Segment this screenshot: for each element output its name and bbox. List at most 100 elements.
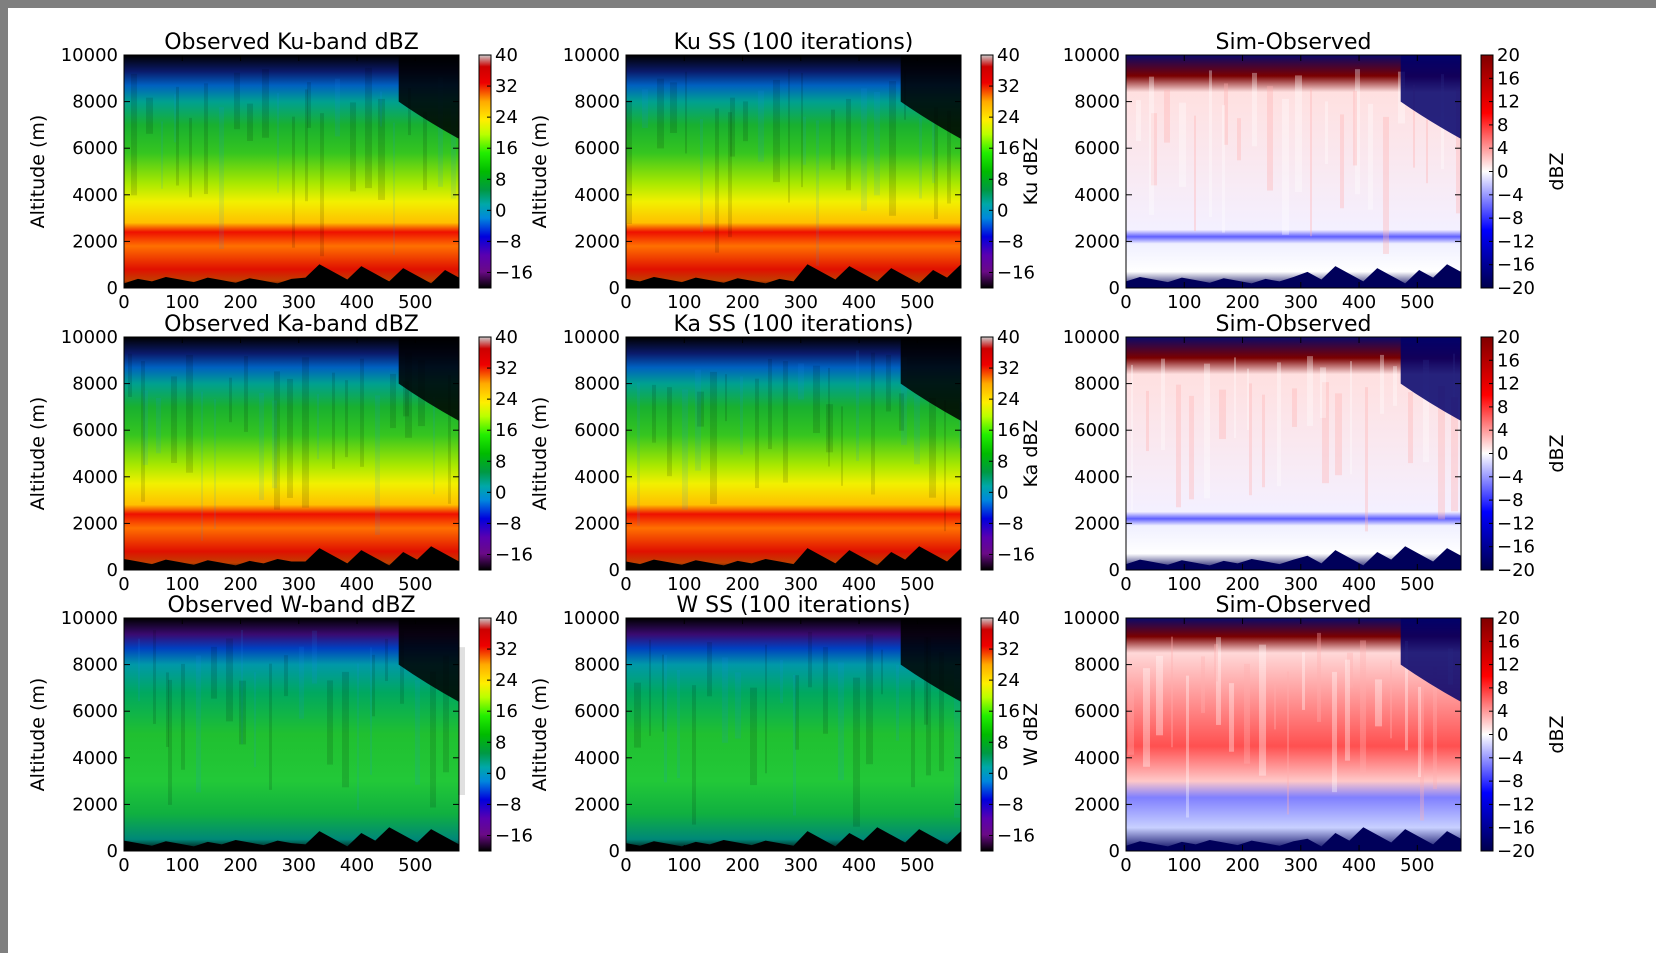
x-tick-label: 300 <box>282 292 316 313</box>
field-streak <box>1161 358 1165 451</box>
field-streak <box>307 82 311 128</box>
colorbar-tick-label: 20 <box>1497 45 1520 66</box>
x-tick-label: 100 <box>667 292 701 313</box>
field-streak <box>1451 397 1458 512</box>
y-tick-label: 6000 <box>574 701 620 722</box>
field-streak <box>929 397 936 498</box>
colorbar-tick-label: −16 <box>997 544 1035 565</box>
field-streak <box>715 108 719 253</box>
field-streak <box>430 671 436 808</box>
field-streak <box>692 685 696 825</box>
field-streak <box>1456 87 1460 214</box>
field-streak <box>1360 640 1366 773</box>
y-tick-label: 0 <box>1109 278 1120 299</box>
colorbar <box>980 54 994 289</box>
field-streak <box>168 679 172 805</box>
colorbar-tick-label: 12 <box>1497 92 1520 113</box>
field-streak <box>828 367 830 467</box>
field-streak <box>390 373 396 429</box>
field-streak <box>710 371 717 505</box>
clear-air-region <box>900 337 961 421</box>
colorbar-tick-label: 20 <box>1497 327 1520 348</box>
y-tick-label: 10000 <box>563 608 620 629</box>
x-tick-label: 0 <box>620 574 631 595</box>
field-streak <box>448 375 451 504</box>
field-streak <box>131 73 137 196</box>
field-streak <box>438 77 443 187</box>
field-streak <box>335 78 340 137</box>
panel-2: Ku SS (100 iterations)0 100 200 300 400 50002… <box>529 30 1042 313</box>
colorbar <box>478 617 492 852</box>
colorbar-tick-label: 20 <box>1497 608 1520 629</box>
colorbar-tick-label: −8 <box>1497 208 1524 229</box>
field-streak <box>378 98 385 200</box>
colorbar-tick-label: 12 <box>1497 374 1520 395</box>
y-tick-label: 0 <box>107 841 118 862</box>
field-streak <box>780 659 783 704</box>
colorbar-tick-label: −12 <box>1497 513 1535 534</box>
field-streak <box>458 647 465 795</box>
x-tick-label: 200 <box>725 292 759 313</box>
x-tick-label: 400 <box>1342 292 1376 313</box>
colorbar-tick-label: 16 <box>997 138 1020 159</box>
panel-title: Sim-Observed <box>1216 593 1372 618</box>
field-streak <box>826 404 833 453</box>
field-streak <box>642 89 648 128</box>
y-axis-label: Altitude (m) <box>529 115 551 229</box>
field-streak <box>700 119 703 233</box>
field-streak <box>841 406 843 486</box>
surface-clutter <box>1126 546 1461 570</box>
field-streak <box>1171 636 1173 748</box>
field-streak <box>765 644 767 774</box>
clear-air-region <box>1400 337 1461 421</box>
field-streak <box>677 669 680 779</box>
plot-frame <box>1125 54 1462 289</box>
field-streak <box>725 374 727 422</box>
y-tick-label: 6000 <box>1074 420 1120 441</box>
field-streak <box>707 642 712 697</box>
y-tick-label: 2000 <box>574 231 620 252</box>
x-tick-label: 0 <box>118 855 129 876</box>
colorbar-tick-label: −20 <box>1497 278 1535 299</box>
field-streak <box>1433 667 1437 790</box>
field-streak <box>750 687 757 786</box>
colorbar-tick-label: 8 <box>495 451 506 472</box>
y-tick-label: 4000 <box>1074 467 1120 488</box>
colorbar-tick-label: 40 <box>997 45 1020 66</box>
colorbar <box>478 54 492 289</box>
panel-title: Ka SS (100 iterations) <box>674 312 914 337</box>
field-streak <box>866 634 873 765</box>
y-tick-label: 8000 <box>72 655 118 676</box>
colorbar-tick-label: −20 <box>1497 841 1535 862</box>
x-tick-label: 0 <box>620 855 631 876</box>
plot-frame <box>123 54 460 289</box>
field-streak <box>1423 359 1429 463</box>
field-streak <box>138 638 140 702</box>
colorbar-label: Ku dBZ <box>1020 138 1042 206</box>
field-streak <box>1322 382 1329 484</box>
x-tick-label: 500 <box>1400 292 1434 313</box>
y-tick-label: 6000 <box>1074 138 1120 159</box>
colorbar-tick-label: −8 <box>997 231 1024 252</box>
field-streak <box>813 365 820 434</box>
colorbar-tick-label: 24 <box>495 389 518 410</box>
field-streak <box>667 387 672 477</box>
field-streak <box>345 380 348 458</box>
field-streak <box>801 72 803 188</box>
surface-clutter <box>124 546 459 570</box>
x-tick-label: 100 <box>165 292 199 313</box>
field-streak <box>1426 119 1428 184</box>
field-streak <box>241 629 243 745</box>
field-streak <box>259 392 264 500</box>
colorbar-tick-label: −8 <box>495 794 522 815</box>
y-tick-label: 4000 <box>574 185 620 206</box>
field-streak <box>1136 100 1141 142</box>
field-streak <box>247 103 253 142</box>
field-streak <box>1186 675 1189 818</box>
colorbar-tick-label: 8 <box>997 451 1008 472</box>
field-streak <box>1156 655 1163 736</box>
field-streak <box>219 107 224 249</box>
